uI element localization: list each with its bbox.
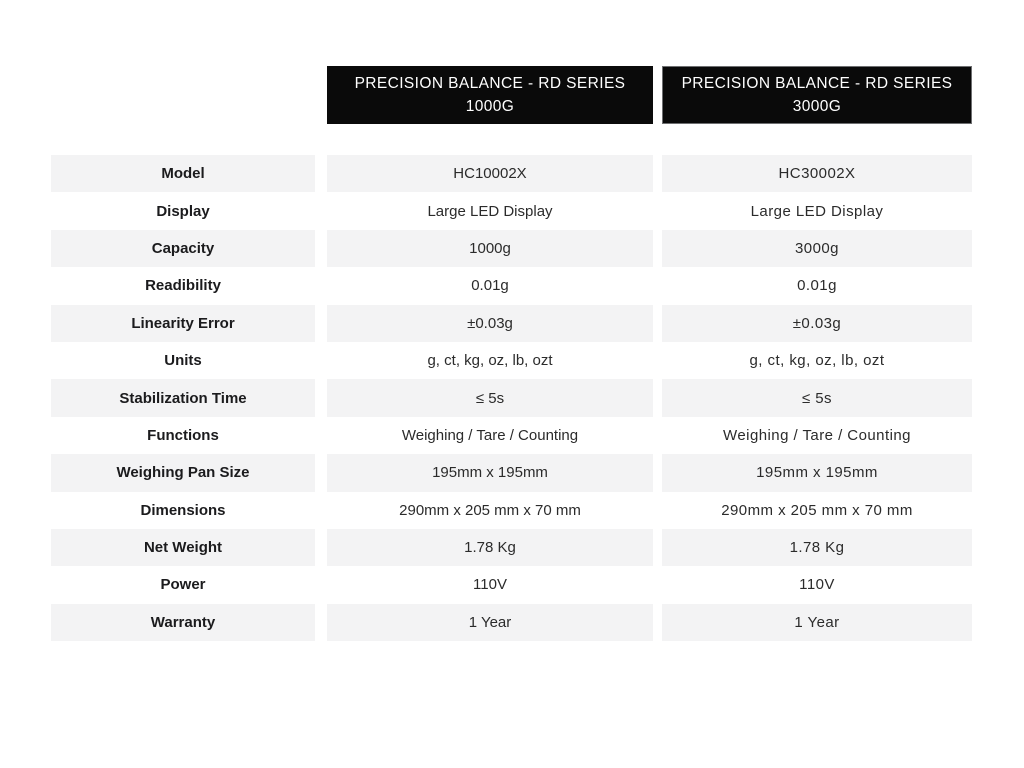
spec-value: HC10002X [327,155,653,193]
spec-value: 1 Year [327,603,653,642]
spec-value: HC30002X [662,155,972,193]
spec-label: Dimensions [140,501,226,519]
spec-value: Weighing / Tare / Counting [401,426,579,444]
spec-label: Functions [147,426,219,444]
spec-value: 3000g [662,229,972,268]
spec-value: 1 Year [662,603,972,642]
spec-value: 195mm x 195mm [662,454,972,492]
spec-label: Linearity Error [51,304,315,342]
spec-label: Units [164,352,202,370]
spec-value: 110V [473,576,507,594]
spec-label: Stabilization Time [51,379,315,417]
spec-label: Weighing Pan Size [51,454,315,492]
spec-label: Model [51,155,315,193]
product-header-rd1000-line2: 1000G [465,98,515,115]
spec-label: Warranty [51,603,315,642]
spec-value: 195mm x 195mm [327,454,653,492]
spec-value: g, ct, kg, oz, lb, ozt [749,352,885,370]
spec-label: Power [160,576,206,594]
spec-value: Weighing / Tare / Counting [723,426,911,444]
spec-value: 0.01g [471,277,509,295]
product-header-rd3000-line2: 3000G [792,98,842,115]
spec-value: Large LED Display [427,202,553,220]
spec-value: 1.78 Kg [662,528,972,567]
spec-value: ≤ 5s [662,379,972,417]
spec-value: g, ct, kg, oz, lb, ozt [427,352,553,370]
spec-label: Readibility [145,277,221,295]
spec-value: 0.01g [797,277,837,295]
spec-labels-column: Model Display Capacity Readibility Linea… [51,155,315,642]
spec-value: ≤ 5s [327,379,653,417]
spec-value: ±0.03g [327,304,653,342]
product-header-rd3000: PRECISION BALANCE - RD SERIES 3000G [662,66,972,124]
spec-values-column-rd3000: HC30002X Large LED Display 3000g 0.01g ±… [662,155,972,642]
spec-label: Net Weight [51,528,315,567]
spec-value: 290mm x 205 mm x 70 mm [399,501,581,519]
spec-value: Large LED Display [750,202,884,220]
spec-label: Display [156,202,210,220]
spec-value: ±0.03g [662,304,972,342]
spec-label: Capacity [51,229,315,268]
spec-values-column-rd1000: HC10002X Large LED Display 1000g 0.01g ±… [327,155,653,642]
spec-value: 110V [799,576,835,594]
spec-value: 290mm x 205 mm x 70 mm [721,501,913,519]
product-header-rd1000-line1: PRECISION BALANCE - RD SERIES [354,75,626,92]
spec-value: 1.78 Kg [327,528,653,567]
product-header-rd3000-line1: PRECISION BALANCE - RD SERIES [681,75,953,92]
product-header-rd1000: PRECISION BALANCE - RD SERIES 1000G [327,66,653,124]
spec-value: 1000g [327,229,653,268]
